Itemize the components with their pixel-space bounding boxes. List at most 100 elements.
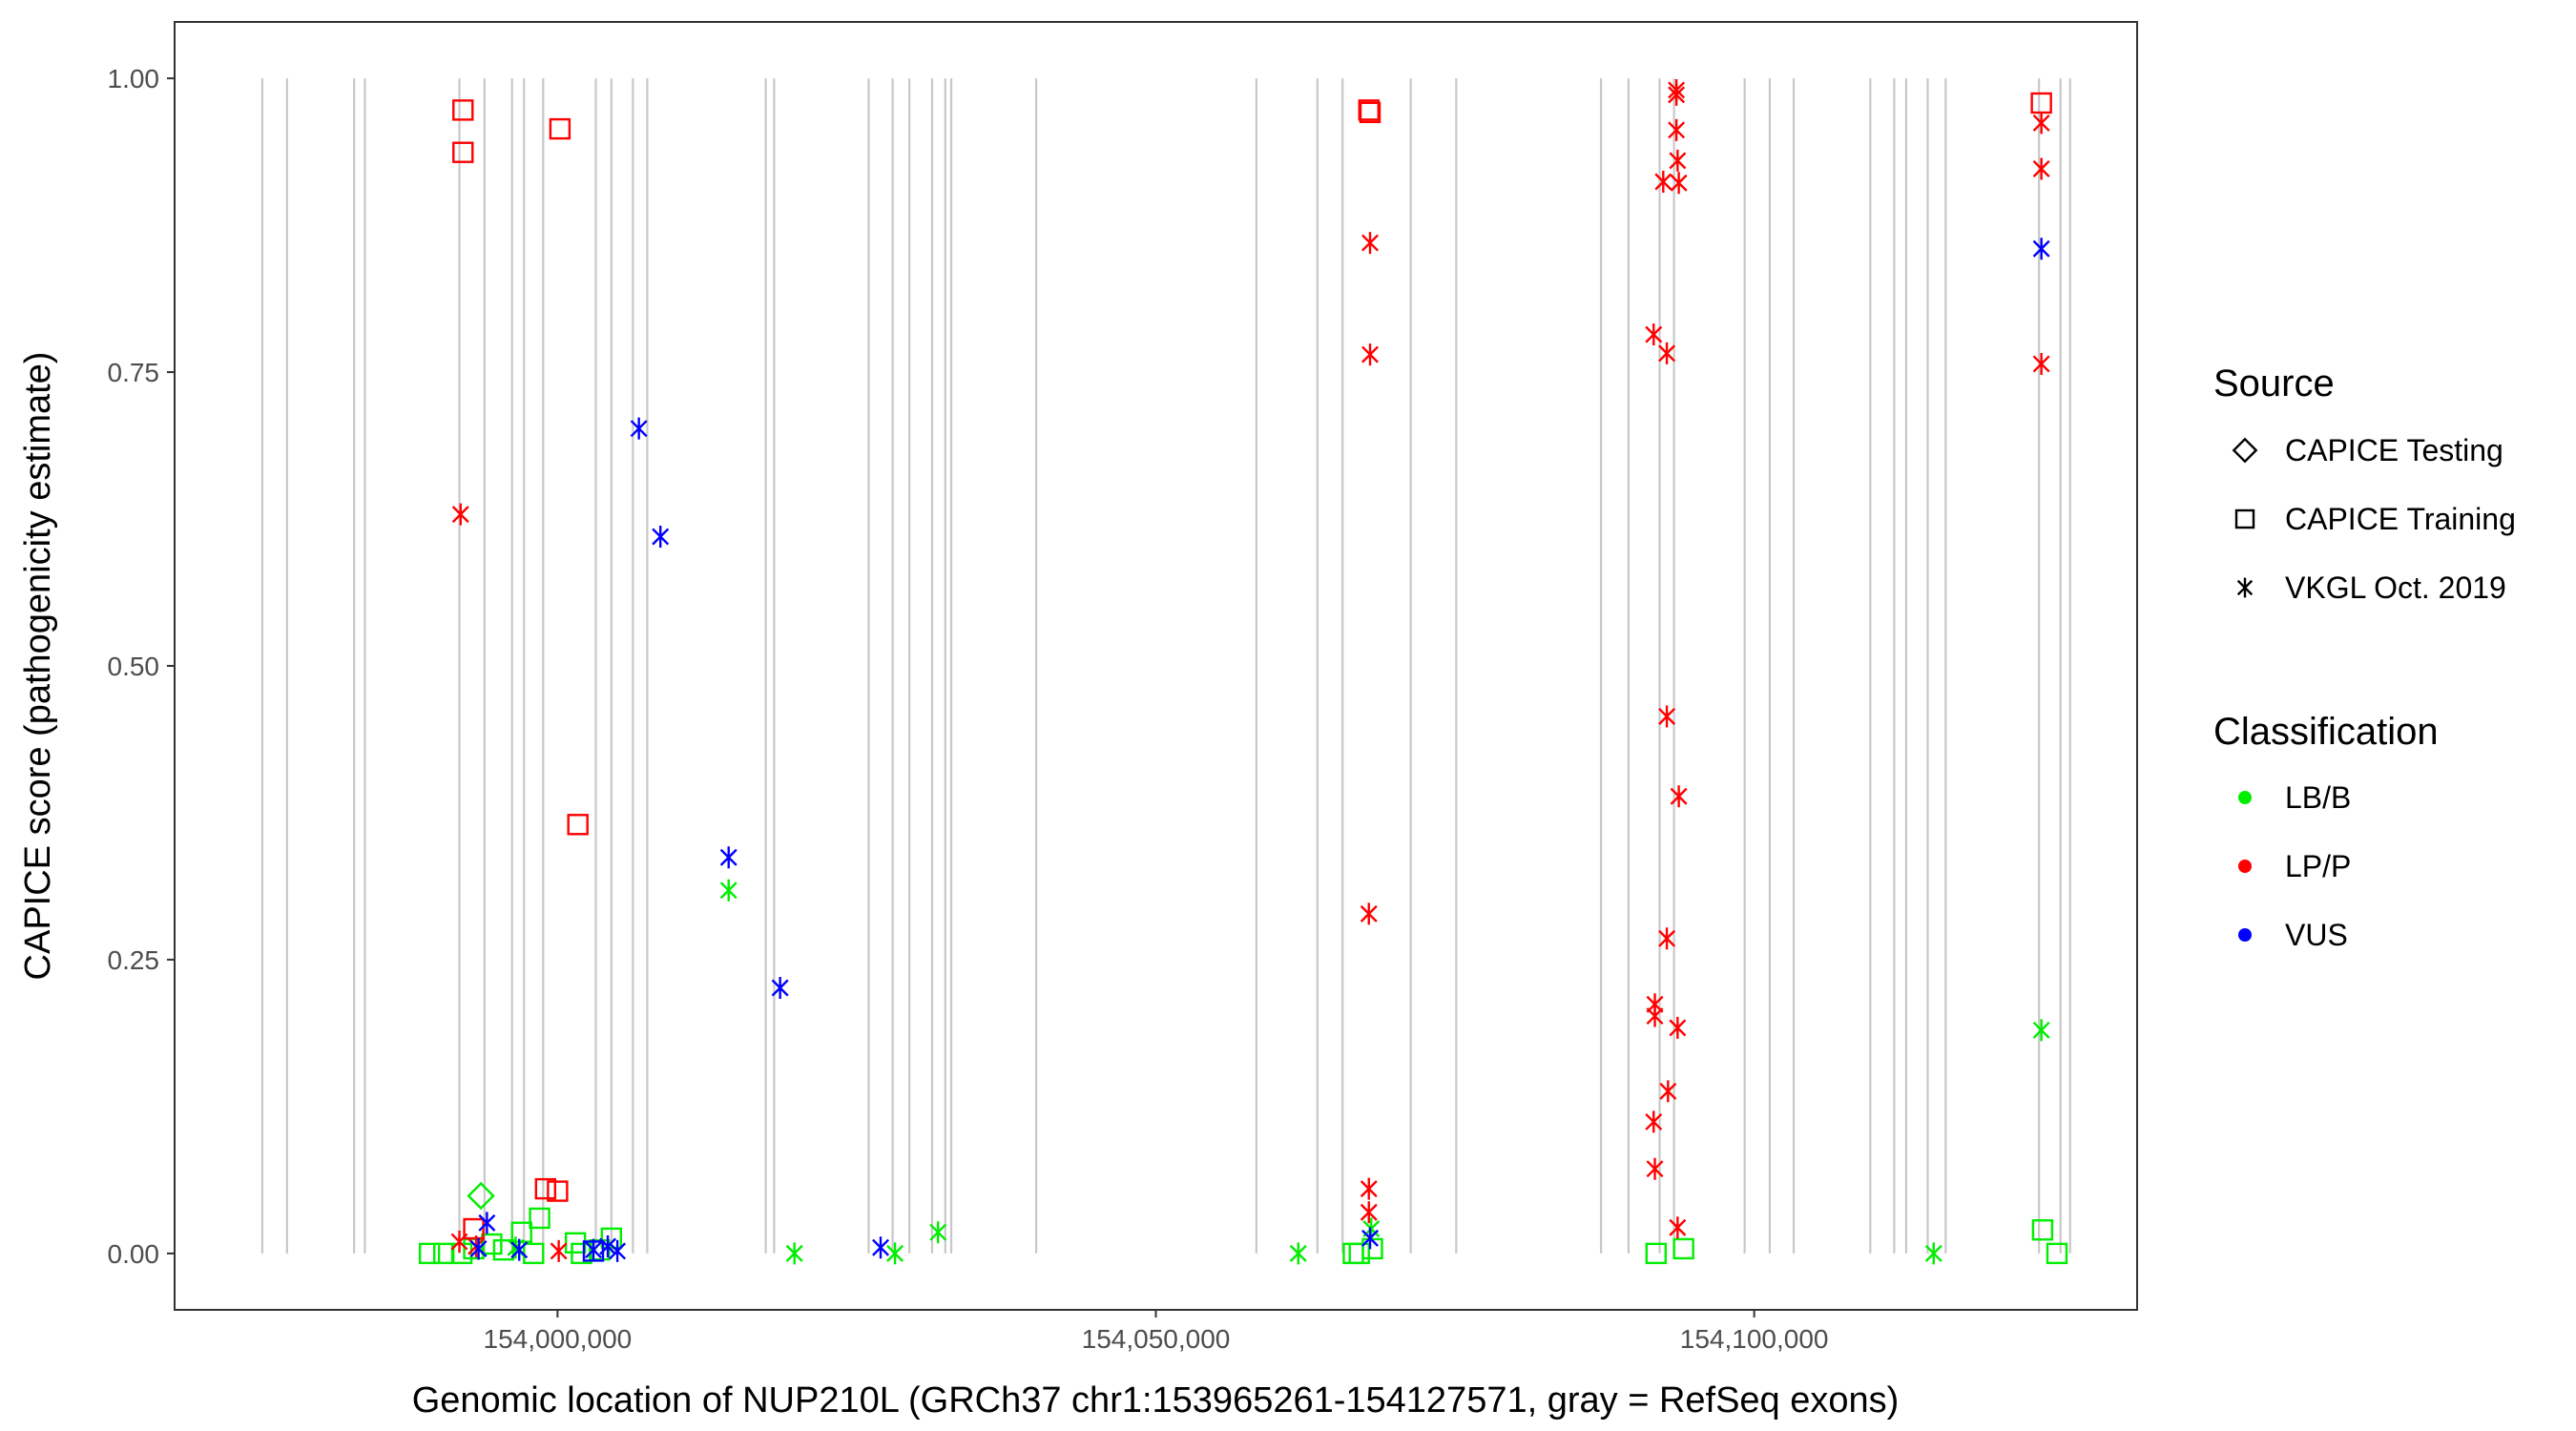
data-point	[929, 1221, 947, 1244]
square-marker	[529, 1207, 551, 1230]
square-marker	[452, 99, 474, 121]
legend-key-asterisk	[2236, 577, 2254, 598]
square-marker	[1348, 1242, 1370, 1265]
legend-source-title: Source	[2213, 363, 2335, 404]
asterisk-marker	[1361, 343, 1379, 366]
asterisk-marker	[2032, 352, 2050, 375]
data-point	[2032, 238, 2050, 260]
asterisk-marker	[652, 526, 670, 549]
asterisk-marker	[1670, 785, 1688, 808]
data-point	[1361, 343, 1379, 366]
dot-marker	[2238, 860, 2252, 873]
data-point	[1669, 149, 1687, 172]
legend-key-diamond	[2232, 437, 2258, 464]
data-point	[785, 1242, 803, 1265]
legend-label: CAPICE Training	[2285, 502, 2516, 536]
legend-classification-title: Classification	[2213, 711, 2439, 753]
data-point	[1360, 1177, 1378, 1200]
asterisk-marker	[510, 1238, 529, 1261]
data-point	[2046, 1242, 2068, 1265]
legend-key-dot	[2238, 791, 2252, 804]
square-marker	[452, 141, 474, 163]
data-point	[1361, 232, 1379, 255]
data-point	[1358, 99, 1380, 121]
square-marker	[1359, 101, 1381, 124]
legend-label: VUS	[2285, 918, 2348, 952]
data-point	[886, 1242, 904, 1265]
y-tick-label: 1.00	[108, 64, 160, 93]
asterisk-marker	[1658, 705, 1676, 728]
data-points	[418, 78, 2068, 1265]
data-point	[1670, 172, 1688, 195]
data-point	[1668, 118, 1686, 141]
asterisk-marker	[1659, 1080, 1677, 1103]
square-marker	[1672, 1237, 1694, 1260]
data-point	[2031, 1219, 2054, 1241]
data-point	[1670, 785, 1688, 808]
data-point	[467, 1181, 495, 1211]
legend-label: VKGL Oct. 2019	[2285, 570, 2506, 605]
data-point	[1360, 1201, 1378, 1224]
data-point	[450, 1231, 468, 1254]
asterisk-marker	[1646, 1157, 1664, 1180]
asterisk-marker	[1646, 1005, 1664, 1027]
x-tick-label: 154,100,000	[1680, 1324, 1829, 1354]
series-capice-training-lb-b	[418, 1207, 2068, 1265]
asterisk-marker	[1289, 1242, 1307, 1265]
legend-label: LP/P	[2285, 849, 2351, 883]
data-point	[529, 1207, 551, 1230]
legend-key-square	[2234, 508, 2255, 529]
legend-key-dot	[2238, 860, 2252, 873]
data-point	[1669, 1216, 1687, 1239]
asterisk-marker	[1360, 1177, 1378, 1200]
square-marker	[589, 1238, 611, 1261]
data-point	[1668, 83, 1686, 106]
asterisk-marker	[1658, 927, 1676, 950]
data-point	[1654, 171, 1672, 194]
asterisk-marker	[1654, 171, 1672, 194]
square-marker	[463, 1217, 485, 1240]
x-axis-title: Genomic location of NUP210L (GRCh37 chr1…	[412, 1380, 1900, 1421]
dot-marker	[2238, 791, 2252, 804]
asterisk-marker	[1668, 83, 1686, 106]
square-marker	[418, 1242, 441, 1265]
data-point	[1924, 1242, 1942, 1265]
data-point	[1646, 1157, 1664, 1180]
square-marker	[547, 1180, 569, 1202]
x-tick-label: 154,050,000	[1082, 1324, 1231, 1354]
data-point	[2032, 1019, 2050, 1042]
asterisk-marker	[929, 1221, 947, 1244]
data-point	[1645, 1242, 1667, 1265]
data-point	[1361, 1227, 1379, 1250]
asterisk-marker	[886, 1242, 904, 1265]
asterisk-marker	[1924, 1242, 1942, 1265]
y-axis: 0.00 0.25 0.50 0.75 1.00	[108, 64, 175, 1269]
data-point	[599, 1234, 617, 1257]
data-point	[550, 1239, 568, 1262]
data-point	[1646, 1005, 1664, 1027]
asterisk-marker	[585, 1238, 602, 1261]
data-point	[1289, 1242, 1307, 1265]
asterisk-marker	[1669, 1216, 1687, 1239]
data-point	[534, 1177, 557, 1200]
data-point	[719, 846, 737, 869]
asterisk-marker	[599, 1234, 617, 1257]
asterisk-marker	[1669, 149, 1687, 172]
data-point	[510, 1238, 529, 1261]
y-tick-label: 0.25	[108, 945, 160, 975]
square-marker	[2234, 508, 2255, 529]
asterisk-marker	[469, 1237, 488, 1260]
asterisk-marker	[478, 1212, 496, 1234]
data-point	[452, 99, 474, 121]
data-point	[2032, 157, 2050, 180]
asterisk-marker	[1669, 1016, 1687, 1039]
data-point	[1360, 902, 1378, 925]
legend-label: CAPICE Testing	[2285, 433, 2503, 467]
data-point	[1658, 927, 1676, 950]
data-point	[567, 814, 589, 836]
asterisk-marker	[2032, 157, 2050, 180]
square-marker	[567, 814, 589, 836]
data-point	[652, 526, 670, 549]
